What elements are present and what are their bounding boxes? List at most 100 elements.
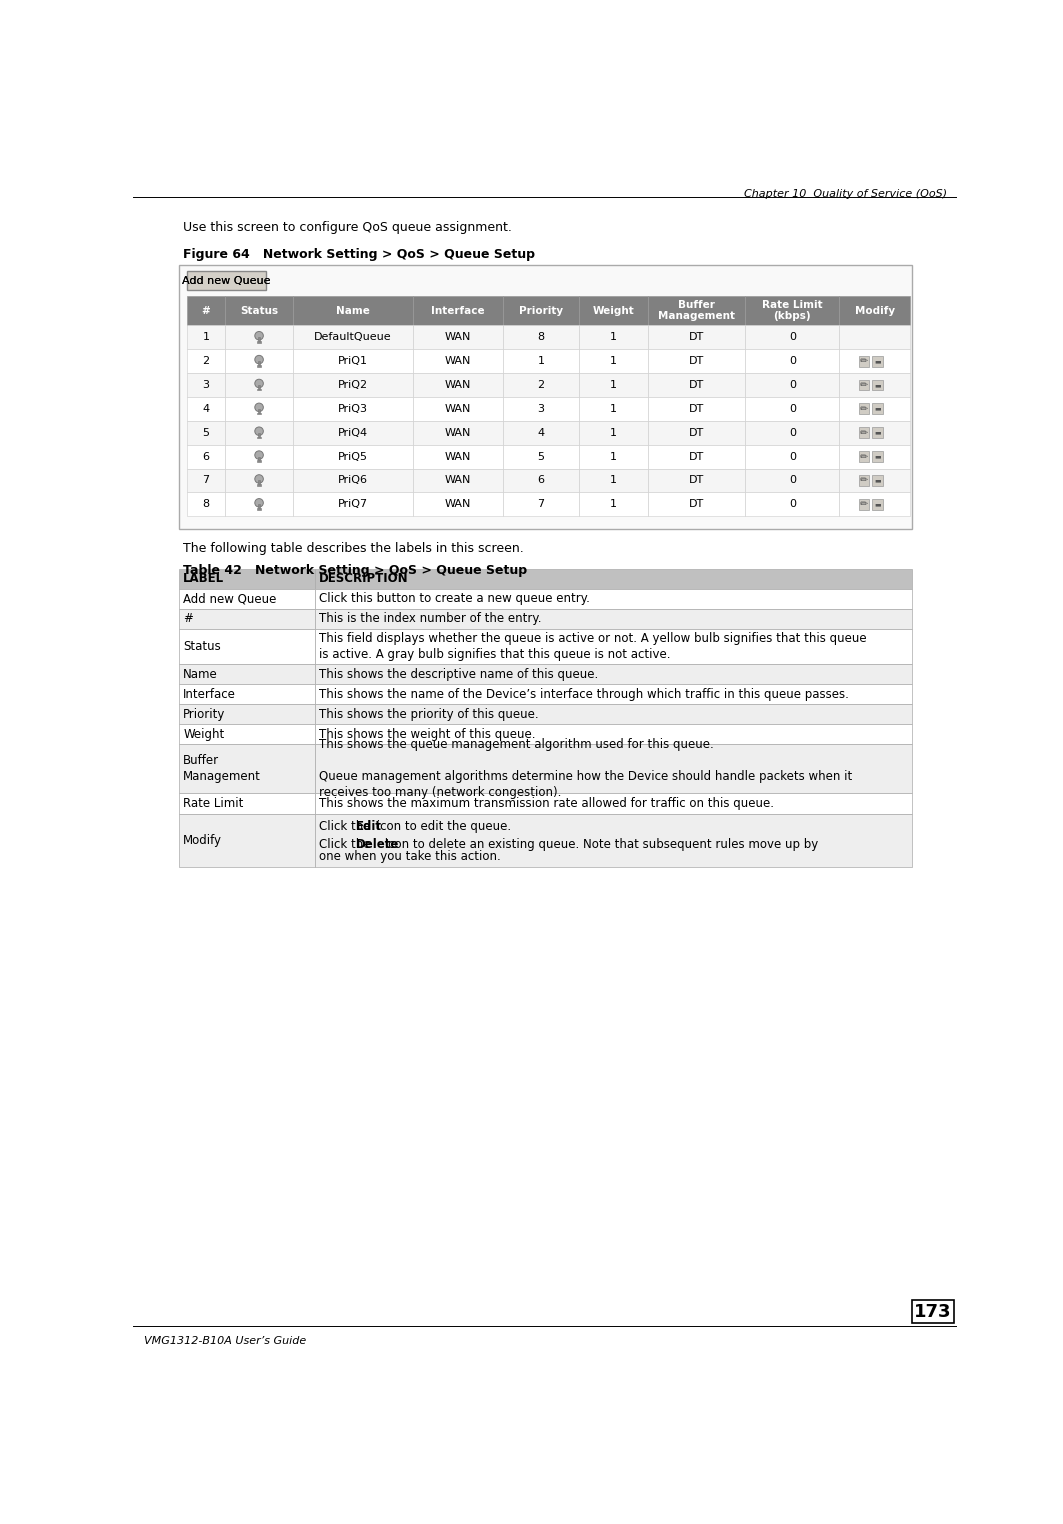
Bar: [180, 608, 315, 629]
Bar: [745, 373, 840, 396]
Bar: [579, 468, 647, 492]
Bar: [258, 361, 260, 364]
Bar: [180, 265, 912, 529]
Text: WAN: WAN: [444, 451, 471, 462]
Text: DT: DT: [689, 357, 704, 366]
Text: Modify: Modify: [855, 306, 895, 315]
Bar: [873, 475, 882, 486]
Bar: [840, 468, 910, 492]
Bar: [224, 325, 293, 349]
Bar: [257, 460, 261, 462]
Text: ▬: ▬: [874, 358, 881, 364]
Bar: [315, 568, 912, 588]
Bar: [503, 296, 579, 325]
Text: ▬: ▬: [874, 454, 881, 460]
Bar: [257, 507, 261, 509]
Bar: [579, 325, 647, 349]
Text: Click the: Click the: [319, 838, 374, 850]
Circle shape: [255, 355, 264, 364]
Text: Interface: Interface: [432, 306, 485, 315]
Bar: [859, 404, 870, 415]
Text: 4: 4: [202, 404, 209, 415]
Text: This shows the descriptive name of this queue.: This shows the descriptive name of this …: [319, 668, 598, 681]
Bar: [187, 421, 224, 445]
Bar: [647, 492, 745, 517]
Bar: [224, 421, 293, 445]
Text: This shows the priority of this queue.: This shows the priority of this queue.: [319, 707, 538, 721]
Bar: [180, 664, 315, 684]
Bar: [579, 373, 647, 396]
Text: 8: 8: [538, 332, 544, 343]
Text: This field displays whether the queue is active or not. A yellow bulb signifies : This field displays whether the queue is…: [319, 632, 866, 661]
Text: Modify: Modify: [183, 834, 222, 847]
Bar: [293, 445, 412, 468]
Circle shape: [255, 474, 264, 483]
Text: DT: DT: [689, 428, 704, 437]
Text: PriQ7: PriQ7: [338, 500, 368, 509]
Text: This is the index number of the entry.: This is the index number of the entry.: [319, 613, 541, 625]
Bar: [873, 404, 882, 415]
Bar: [258, 337, 260, 341]
Text: 173: 173: [914, 1303, 951, 1321]
Text: 3: 3: [538, 404, 544, 415]
Bar: [859, 379, 870, 390]
Bar: [315, 704, 912, 724]
Bar: [579, 445, 647, 468]
Bar: [859, 498, 870, 509]
Bar: [258, 480, 260, 485]
Bar: [180, 724, 315, 744]
Text: DT: DT: [689, 475, 704, 486]
Bar: [412, 492, 503, 517]
Bar: [503, 468, 579, 492]
Text: This shows the queue management algorithm used for this queue.

Queue management: This shows the queue management algorith…: [319, 738, 851, 800]
Bar: [647, 373, 745, 396]
Bar: [840, 325, 910, 349]
Text: Click this button to create a new queue entry.: Click this button to create a new queue …: [319, 593, 590, 605]
Text: 0: 0: [789, 357, 796, 366]
Bar: [840, 421, 910, 445]
Text: WAN: WAN: [444, 475, 471, 486]
Text: ✏: ✏: [860, 428, 868, 437]
Text: 0: 0: [789, 332, 796, 343]
Text: DT: DT: [689, 332, 704, 343]
Bar: [187, 373, 224, 396]
Text: Rate Limit
(kbps): Rate Limit (kbps): [762, 300, 823, 322]
Text: Buffer
Management: Buffer Management: [658, 300, 735, 322]
Text: Weight: Weight: [183, 727, 224, 741]
Bar: [745, 349, 840, 373]
Bar: [840, 349, 910, 373]
Text: Priority: Priority: [519, 306, 563, 315]
Bar: [647, 325, 745, 349]
Text: 5: 5: [202, 428, 209, 437]
Bar: [412, 396, 503, 421]
Bar: [412, 373, 503, 396]
Bar: [873, 355, 882, 367]
Text: Chapter 10  Quality of Service (QoS): Chapter 10 Quality of Service (QoS): [743, 189, 947, 200]
Text: #: #: [183, 613, 193, 625]
Text: 6: 6: [202, 451, 209, 462]
Bar: [180, 588, 315, 608]
Bar: [315, 724, 912, 744]
Text: ✏: ✏: [860, 500, 868, 509]
Text: PriQ4: PriQ4: [338, 428, 368, 437]
Text: Use this screen to configure QoS queue assignment.: Use this screen to configure QoS queue a…: [183, 221, 512, 235]
Text: DefaultQueue: DefaultQueue: [315, 332, 392, 343]
Bar: [647, 421, 745, 445]
Text: DT: DT: [689, 451, 704, 462]
Text: Name: Name: [336, 306, 370, 315]
Text: This shows the weight of this queue.: This shows the weight of this queue.: [319, 727, 536, 741]
Text: 8: 8: [202, 500, 209, 509]
Text: Interface: Interface: [183, 687, 236, 701]
Bar: [293, 373, 412, 396]
Bar: [579, 492, 647, 517]
Text: ✏: ✏: [860, 379, 868, 390]
Text: WAN: WAN: [444, 428, 471, 437]
Circle shape: [255, 379, 264, 387]
Bar: [224, 445, 293, 468]
Text: WAN: WAN: [444, 332, 471, 343]
Circle shape: [255, 498, 264, 507]
Text: WAN: WAN: [444, 500, 471, 509]
Text: 1: 1: [610, 379, 617, 390]
Text: #: #: [202, 306, 210, 315]
Bar: [579, 396, 647, 421]
